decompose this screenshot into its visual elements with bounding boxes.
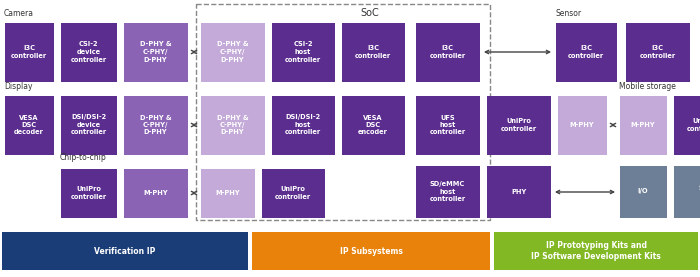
Text: Verification IP: Verification IP bbox=[94, 247, 155, 255]
Text: I/O: I/O bbox=[638, 189, 648, 194]
Text: SD/eMMC
host
controller: SD/eMMC host controller bbox=[429, 181, 466, 202]
FancyBboxPatch shape bbox=[272, 96, 335, 155]
Text: I3C
controller: I3C controller bbox=[568, 45, 604, 59]
FancyBboxPatch shape bbox=[620, 165, 666, 217]
Text: D-PHY &
C-PHY/
D-PHY: D-PHY & C-PHY/ D-PHY bbox=[217, 114, 248, 135]
Text: CSI-2
host
controller: CSI-2 host controller bbox=[285, 42, 321, 63]
FancyBboxPatch shape bbox=[416, 165, 480, 217]
Text: M-PHY: M-PHY bbox=[570, 122, 594, 128]
Text: M-PHY: M-PHY bbox=[215, 190, 240, 196]
Text: I3C
controller: I3C controller bbox=[355, 45, 391, 59]
FancyBboxPatch shape bbox=[416, 22, 480, 81]
FancyBboxPatch shape bbox=[626, 22, 690, 81]
FancyBboxPatch shape bbox=[60, 96, 116, 155]
FancyBboxPatch shape bbox=[60, 22, 116, 81]
FancyBboxPatch shape bbox=[60, 168, 116, 217]
FancyBboxPatch shape bbox=[342, 22, 405, 81]
Text: Camera: Camera bbox=[4, 9, 34, 18]
Text: Mobile storage: Mobile storage bbox=[619, 82, 676, 91]
FancyBboxPatch shape bbox=[416, 96, 480, 155]
Bar bbox=[2, 232, 248, 270]
FancyBboxPatch shape bbox=[557, 96, 606, 155]
FancyBboxPatch shape bbox=[200, 96, 265, 155]
Text: DSI/DSI-2
device
controller: DSI/DSI-2 device controller bbox=[71, 114, 106, 135]
Text: UniPro
controller: UniPro controller bbox=[687, 118, 700, 132]
Text: Sensor: Sensor bbox=[555, 9, 581, 18]
Bar bbox=[196, 4, 490, 220]
Text: VESA
DSC
encoder: VESA DSC encoder bbox=[358, 114, 388, 135]
Text: Chip-to-chip: Chip-to-chip bbox=[60, 153, 106, 162]
Text: I3C
controller: I3C controller bbox=[639, 45, 676, 59]
FancyBboxPatch shape bbox=[556, 22, 617, 81]
FancyBboxPatch shape bbox=[272, 22, 335, 81]
FancyBboxPatch shape bbox=[200, 22, 265, 81]
FancyBboxPatch shape bbox=[342, 96, 405, 155]
FancyBboxPatch shape bbox=[123, 168, 188, 217]
FancyBboxPatch shape bbox=[673, 165, 700, 217]
Text: M-PHY: M-PHY bbox=[144, 190, 168, 196]
FancyBboxPatch shape bbox=[620, 96, 666, 155]
Text: UFS
host
controller: UFS host controller bbox=[429, 114, 466, 135]
FancyBboxPatch shape bbox=[486, 165, 550, 217]
Text: D-PHY &
C-PHY/
D-PHY: D-PHY & C-PHY/ D-PHY bbox=[217, 42, 248, 63]
Text: DSI/DSI-2
host
controller: DSI/DSI-2 host controller bbox=[285, 114, 321, 135]
FancyBboxPatch shape bbox=[123, 22, 188, 81]
Text: VESA
DSC
decoder: VESA DSC decoder bbox=[14, 114, 44, 135]
FancyBboxPatch shape bbox=[4, 96, 53, 155]
Text: SD/eMMC
device: SD/eMMC device bbox=[699, 185, 700, 198]
Bar bbox=[252, 232, 490, 270]
Text: CSI-2
device
controller: CSI-2 device controller bbox=[71, 42, 106, 63]
Text: M-PHY: M-PHY bbox=[631, 122, 655, 128]
FancyBboxPatch shape bbox=[262, 168, 325, 217]
FancyBboxPatch shape bbox=[673, 96, 700, 155]
Text: IP Prototyping Kits and
IP Software Development Kits: IP Prototyping Kits and IP Software Deve… bbox=[531, 241, 661, 261]
Text: UniPro
controller: UniPro controller bbox=[71, 186, 106, 200]
Text: I3C
controller: I3C controller bbox=[11, 45, 47, 59]
Text: UniPro
controller: UniPro controller bbox=[275, 186, 311, 200]
FancyBboxPatch shape bbox=[4, 22, 53, 81]
Text: SoC: SoC bbox=[360, 8, 379, 18]
Bar bbox=[494, 232, 698, 270]
Text: PHY: PHY bbox=[511, 189, 526, 194]
Text: D-PHY &
C-PHY/
D-PHY: D-PHY & C-PHY/ D-PHY bbox=[140, 114, 172, 135]
Text: UniPro
controller: UniPro controller bbox=[500, 118, 537, 132]
FancyBboxPatch shape bbox=[123, 96, 188, 155]
Text: IP Subsystems: IP Subsystems bbox=[340, 247, 402, 255]
FancyBboxPatch shape bbox=[200, 168, 255, 217]
Text: Display: Display bbox=[4, 82, 32, 91]
Text: I3C
controller: I3C controller bbox=[429, 45, 466, 59]
FancyBboxPatch shape bbox=[486, 96, 550, 155]
Text: D-PHY &
C-PHY/
D-PHY: D-PHY & C-PHY/ D-PHY bbox=[140, 42, 172, 63]
